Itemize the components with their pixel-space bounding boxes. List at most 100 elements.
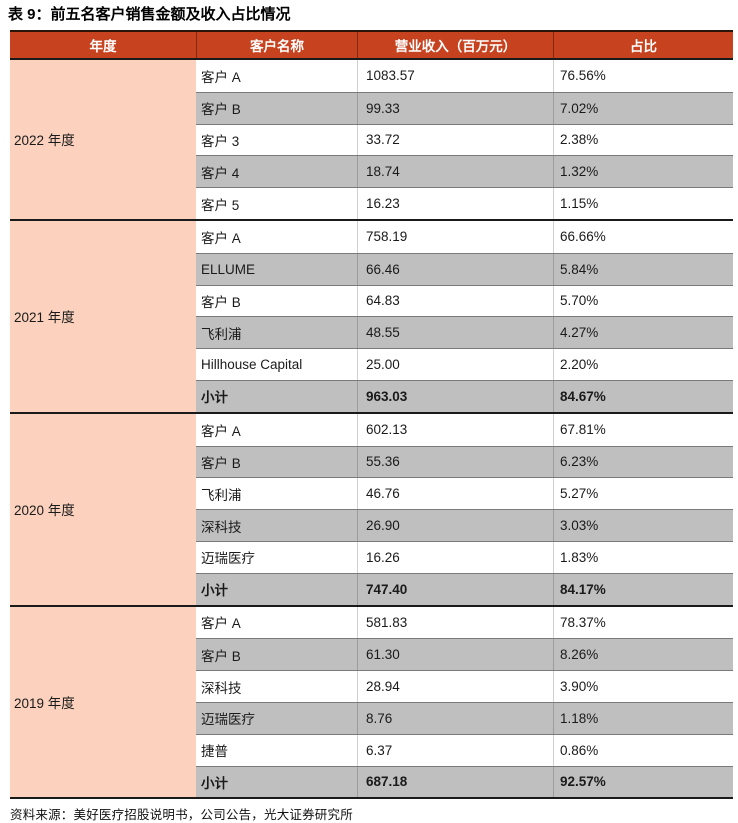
revenue-cell: 16.26 [357, 541, 553, 573]
section-rows: 客户 A 602.13 67.81% 客户 B 55.36 6.23% 飞利浦 … [196, 413, 733, 605]
share-cell: 66.66% [553, 220, 733, 253]
table-row: 客户 A 758.19 66.66% [196, 220, 733, 253]
table-row: 深科技 28.94 3.90% [196, 670, 733, 702]
table-row: 深科技 26.90 3.03% [196, 509, 733, 541]
section-rows: 客户 A 758.19 66.66% ELLUME 66.46 5.84% 客户… [196, 220, 733, 412]
share-cell: 76.56% [553, 60, 733, 92]
share-cell: 5.27% [553, 478, 733, 510]
table-row: 客户 A 602.13 67.81% [196, 413, 733, 446]
share-cell: 4.27% [553, 317, 733, 349]
customer-name-cell: 深科技 [201, 680, 242, 696]
share-cell: 8.26% [553, 639, 733, 671]
customer-name-cell: 客户 A [201, 423, 241, 439]
customer-name-cell: 客户 B [201, 455, 241, 471]
revenue-cell: 758.19 [357, 220, 553, 253]
share-cell: 84.17% [553, 573, 733, 605]
table-title: 表 9：前五名客户销售金额及收入占比情况 [8, 6, 291, 23]
year-cell: 2019 年度 [10, 606, 196, 798]
share-cell: 5.84% [553, 253, 733, 285]
table-row: 客户 B 61.30 8.26% [196, 638, 733, 671]
table-row: 小计 687.18 92.57% [196, 765, 733, 798]
year-cell: 2020 年度 [10, 413, 196, 605]
table-row: Hillhouse Capital 25.00 2.20% [196, 348, 733, 380]
customer-name-cell: 客户 A [201, 230, 241, 246]
share-cell: 67.81% [553, 413, 733, 446]
share-cell: 0.86% [553, 734, 733, 766]
share-cell: 3.03% [553, 510, 733, 541]
revenue-cell: 33.72 [357, 124, 553, 156]
table-row: 小计 963.03 84.67% [196, 379, 733, 412]
header-cell-share: 占比 [553, 32, 733, 58]
customer-name-cell: 客户 B [201, 294, 241, 310]
year-section: 2021 年度 客户 A 758.19 66.66% ELLUME 66.46 … [10, 218, 733, 412]
customer-name-cell: 捷普 [201, 744, 228, 760]
revenue-cell: 747.40 [357, 573, 553, 605]
share-cell: 2.38% [553, 124, 733, 156]
table-row: 客户 5 16.23 1.15% [196, 187, 733, 219]
revenue-cell: 26.90 [357, 510, 553, 541]
customer-name-cell: 小计 [201, 775, 228, 791]
table-row: 捷普 6.37 0.86% [196, 733, 733, 766]
table-row: 飞利浦 48.55 4.27% [196, 316, 733, 349]
customer-name-cell: 客户 3 [201, 133, 240, 149]
customer-name-cell: ELLUME [201, 261, 256, 277]
table-body: 2022 年度 客户 A 1083.57 76.56% 客户 B 99.33 7… [10, 60, 733, 798]
revenue-cell: 6.37 [357, 734, 553, 766]
share-cell: 1.18% [553, 702, 733, 734]
revenue-cell: 28.94 [357, 671, 553, 702]
table-row: 客户 A 1083.57 76.56% [196, 60, 733, 92]
table-row: 客户 B 64.83 5.70% [196, 284, 733, 317]
table-row: 迈瑞医疗 16.26 1.83% [196, 540, 733, 573]
revenue-cell: 1083.57 [357, 60, 553, 92]
table-row: 小计 747.40 84.17% [196, 572, 733, 605]
report-table: 年度 客户名称 营业收入（百万元） 占比 2022 年度 客户 A 1083.5… [10, 30, 733, 800]
share-cell: 78.37% [553, 606, 733, 639]
customer-name-cell: 客户 A [201, 616, 241, 632]
year-cell: 2021 年度 [10, 220, 196, 412]
table-row: 客户 B 99.33 7.02% [196, 91, 733, 124]
table-row: 飞利浦 46.76 5.27% [196, 477, 733, 510]
revenue-cell: 687.18 [357, 766, 553, 798]
share-cell: 3.90% [553, 671, 733, 702]
share-cell: 1.15% [553, 188, 733, 219]
share-cell: 5.70% [553, 285, 733, 317]
revenue-cell: 46.76 [357, 478, 553, 510]
table-row: ELLUME 66.46 5.84% [196, 252, 733, 285]
share-cell: 6.23% [553, 446, 733, 478]
revenue-cell: 99.33 [357, 92, 553, 124]
revenue-cell: 963.03 [357, 380, 553, 412]
revenue-cell: 64.83 [357, 285, 553, 317]
customer-name-cell: 小计 [201, 583, 228, 599]
customer-name-cell: 迈瑞医疗 [201, 712, 255, 728]
year-section: 2022 年度 客户 A 1083.57 76.56% 客户 B 99.33 7… [10, 60, 733, 219]
customer-name-cell: 客户 B [201, 102, 241, 118]
revenue-cell: 48.55 [357, 317, 553, 349]
table-row: 客户 4 18.74 1.32% [196, 155, 733, 188]
table-row: 客户 B 55.36 6.23% [196, 445, 733, 478]
table-row: 客户 3 33.72 2.38% [196, 123, 733, 156]
revenue-cell: 66.46 [357, 253, 553, 285]
customer-name-cell: 迈瑞医疗 [201, 551, 255, 567]
customer-name-cell: 飞利浦 [201, 326, 242, 342]
customer-name-cell: 小计 [201, 390, 228, 406]
table-header: 年度 客户名称 营业收入（百万元） 占比 [10, 32, 733, 60]
share-cell: 1.83% [553, 541, 733, 573]
year-cell: 2022 年度 [10, 60, 196, 219]
revenue-cell: 16.23 [357, 188, 553, 219]
share-cell: 1.32% [553, 156, 733, 188]
customer-name-cell: Hillhouse Capital [201, 357, 303, 373]
share-cell: 84.67% [553, 380, 733, 412]
customer-name-cell: 客户 4 [201, 165, 240, 181]
customer-name-cell: 客户 B [201, 648, 241, 664]
revenue-cell: 25.00 [357, 349, 553, 380]
year-section: 2020 年度 客户 A 602.13 67.81% 客户 B 55.36 6.… [10, 411, 733, 605]
share-cell: 2.20% [553, 349, 733, 380]
customer-name-cell: 深科技 [201, 519, 242, 535]
table-row: 迈瑞医疗 8.76 1.18% [196, 701, 733, 734]
revenue-cell: 602.13 [357, 413, 553, 446]
revenue-cell: 8.76 [357, 702, 553, 734]
section-rows: 客户 A 1083.57 76.56% 客户 B 99.33 7.02% 客户 … [196, 60, 733, 219]
revenue-cell: 55.36 [357, 446, 553, 478]
source-note: 资料来源：美好医疗招股说明书，公司公告，光大证券研究所 [10, 808, 353, 823]
